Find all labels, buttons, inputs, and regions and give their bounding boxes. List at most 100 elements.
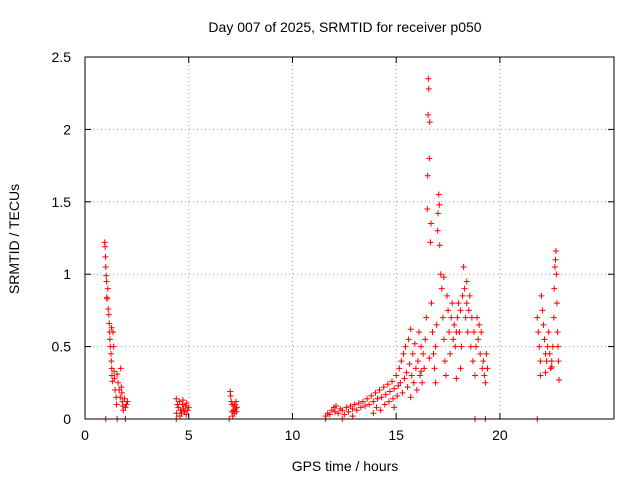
data-point bbox=[406, 360, 413, 367]
data-point bbox=[177, 407, 184, 414]
data-point bbox=[422, 336, 429, 343]
data-point bbox=[398, 358, 405, 365]
data-point bbox=[440, 336, 447, 343]
data-point bbox=[543, 358, 550, 365]
data-point bbox=[457, 307, 464, 314]
y-tick-label: 2 bbox=[63, 121, 71, 137]
chart-title: Day 007 of 2025, SRMTID for receiver p05… bbox=[208, 19, 481, 35]
data-point bbox=[391, 404, 398, 411]
data-point bbox=[537, 358, 544, 365]
data-point bbox=[480, 358, 487, 365]
data-point bbox=[421, 365, 428, 372]
data-point bbox=[378, 394, 385, 401]
data-point bbox=[102, 253, 109, 260]
grid bbox=[85, 57, 614, 419]
data-point bbox=[362, 402, 369, 409]
data-point bbox=[410, 379, 417, 386]
data-point bbox=[393, 372, 400, 379]
data-point bbox=[461, 285, 468, 292]
data-point bbox=[182, 402, 189, 409]
data-point bbox=[546, 350, 553, 357]
data-point bbox=[425, 111, 432, 118]
data-point bbox=[538, 292, 545, 299]
data-point bbox=[108, 324, 115, 331]
data-point bbox=[445, 307, 452, 314]
x-tick-label: 0 bbox=[81, 427, 89, 443]
data-point bbox=[449, 300, 456, 307]
data-point bbox=[386, 388, 393, 395]
data-point bbox=[118, 389, 125, 396]
data-point bbox=[463, 300, 470, 307]
data-point bbox=[455, 300, 462, 307]
data-point bbox=[355, 400, 362, 407]
data-point bbox=[548, 363, 555, 370]
data-point bbox=[111, 375, 118, 382]
data-point bbox=[438, 285, 445, 292]
plot-frame bbox=[84, 56, 615, 420]
data-point bbox=[542, 369, 549, 376]
data-point bbox=[117, 365, 124, 372]
data-point bbox=[185, 404, 192, 411]
data-point bbox=[417, 372, 424, 379]
data-point bbox=[551, 285, 558, 292]
data-point bbox=[414, 358, 421, 365]
data-point bbox=[545, 329, 552, 336]
data-point bbox=[428, 300, 435, 307]
data-point bbox=[105, 311, 112, 318]
data-point bbox=[412, 365, 419, 372]
data-point bbox=[427, 239, 434, 246]
data-point bbox=[441, 358, 448, 365]
data-point bbox=[426, 155, 433, 162]
data-point bbox=[479, 365, 486, 372]
data-point bbox=[549, 343, 556, 350]
data-point bbox=[103, 272, 110, 279]
data-point bbox=[462, 314, 469, 321]
data-point bbox=[368, 392, 375, 399]
data-point bbox=[435, 191, 442, 198]
data-point bbox=[103, 278, 110, 285]
data-point bbox=[456, 329, 463, 336]
data-point bbox=[359, 398, 366, 405]
data-point bbox=[105, 305, 112, 312]
data-point bbox=[104, 285, 111, 292]
data-point bbox=[413, 387, 420, 394]
data-point bbox=[454, 314, 461, 321]
data-point bbox=[458, 343, 465, 350]
data-point bbox=[104, 295, 111, 302]
data-point bbox=[425, 85, 432, 92]
data-point bbox=[448, 314, 455, 321]
data-point bbox=[173, 395, 180, 402]
data-point bbox=[122, 404, 129, 411]
data-point bbox=[399, 389, 406, 396]
data-point bbox=[555, 358, 562, 365]
data-point bbox=[552, 248, 559, 255]
x-tick-label: 10 bbox=[285, 427, 301, 443]
data-point bbox=[117, 394, 124, 401]
y-tick-label: 2.5 bbox=[52, 49, 72, 65]
data-point bbox=[437, 271, 444, 278]
data-points bbox=[101, 75, 563, 422]
data-point bbox=[431, 365, 438, 372]
data-point bbox=[435, 210, 442, 217]
data-point bbox=[394, 392, 401, 399]
data-point bbox=[349, 413, 356, 420]
data-point bbox=[382, 391, 389, 398]
data-point bbox=[333, 402, 340, 409]
data-point bbox=[351, 401, 358, 408]
data-point bbox=[397, 379, 404, 386]
data-point bbox=[232, 405, 239, 412]
data-point bbox=[179, 397, 186, 404]
data-point bbox=[405, 336, 412, 343]
data-point bbox=[460, 263, 467, 270]
data-point bbox=[446, 329, 453, 336]
x-axis-label: GPS time / hours bbox=[292, 458, 399, 474]
data-point bbox=[536, 343, 543, 350]
data-point bbox=[476, 321, 483, 328]
data-point bbox=[370, 410, 377, 417]
data-point bbox=[233, 404, 240, 411]
data-point bbox=[451, 321, 458, 328]
data-point bbox=[440, 274, 447, 281]
data-point bbox=[457, 365, 464, 372]
data-point bbox=[107, 350, 114, 357]
data-point bbox=[473, 343, 480, 350]
